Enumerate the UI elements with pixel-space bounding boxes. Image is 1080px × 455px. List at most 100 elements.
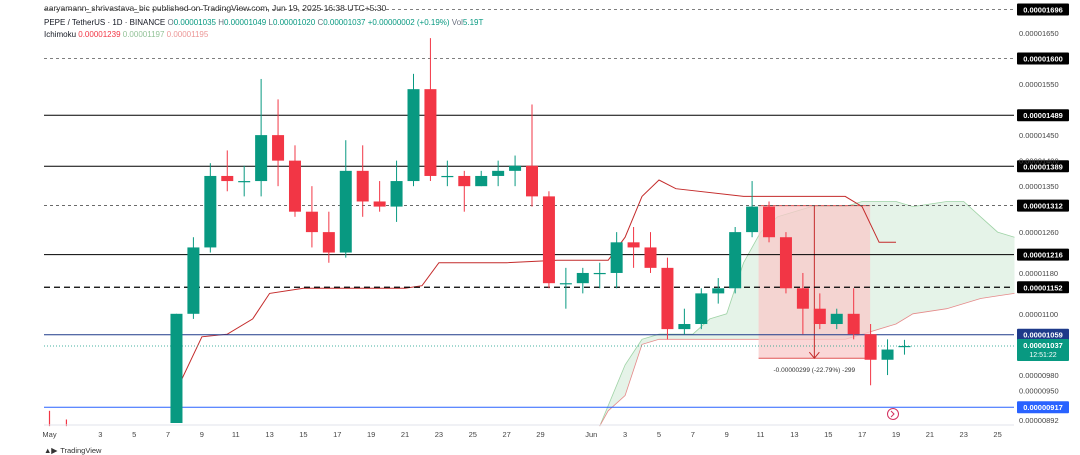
x-tick-label: 27 (502, 430, 510, 439)
x-tick-label: 15 (299, 430, 307, 439)
candle-body[interactable] (356, 170, 369, 202)
candle-body[interactable] (390, 181, 403, 207)
low-label: L (268, 18, 273, 27)
candle-body[interactable] (779, 237, 792, 289)
level-label-5: 0.00001312 (1023, 202, 1063, 211)
candle-body[interactable] (339, 170, 352, 253)
ichimoku-legend[interactable]: Ichimoku 0.00001239 0.00001197 0.0000119… (44, 30, 208, 39)
y-tick-label: 0.00000950 (1019, 386, 1059, 395)
candle-body[interactable] (627, 242, 640, 248)
y-tick-label: 0.00000980 (1019, 371, 1059, 380)
candle-body[interactable] (204, 175, 217, 248)
current-price-label: 0.00001037 (1023, 341, 1063, 350)
x-tick-label: 23 (435, 430, 443, 439)
ichimoku-base-line (176, 179, 896, 391)
candle-body[interactable] (526, 165, 539, 197)
candle-body[interactable] (288, 160, 301, 212)
candle-body[interactable] (238, 181, 251, 183)
candle-body[interactable] (221, 175, 234, 182)
y-tick-label: 0.00001450 (1019, 131, 1059, 140)
close-value: 0.00001037 (323, 18, 366, 27)
x-tick-label: 5 (657, 430, 661, 439)
x-tick-label: 13 (790, 430, 798, 439)
level-label-9: 0.00000917 (1023, 403, 1063, 412)
candle-body[interactable] (322, 232, 335, 253)
candle-body[interactable] (678, 324, 691, 330)
open-value: 0.00001035 (173, 18, 216, 27)
level-label-box-2 (1017, 52, 1069, 65)
x-tick-label: 17 (858, 430, 866, 439)
candle-body[interactable] (187, 247, 200, 314)
candle-body[interactable] (746, 206, 759, 233)
candle-body[interactable] (729, 232, 742, 289)
level-label-6: 0.00001216 (1023, 251, 1063, 260)
x-tick-label: 15 (824, 430, 832, 439)
x-tick-label: 25 (993, 430, 1001, 439)
x-tick-label: 29 (536, 430, 544, 439)
candle-body[interactable] (695, 293, 708, 325)
x-tick-label: 7 (166, 430, 170, 439)
x-tick-label: 17 (333, 430, 341, 439)
x-tick-label: 23 (960, 430, 968, 439)
candle-body[interactable] (407, 89, 420, 182)
x-tick-label: 19 (367, 430, 375, 439)
candle-body[interactable] (373, 201, 386, 207)
candle-body[interactable] (576, 272, 589, 284)
level-label-box-1 (1017, 3, 1069, 16)
x-tick-label: 21 (401, 430, 409, 439)
candle-body[interactable] (847, 313, 860, 335)
level-label-1: 0.00001696 (1023, 6, 1063, 15)
candle-body[interactable] (813, 308, 826, 325)
x-tick-label: May (42, 430, 56, 439)
candle-body[interactable] (864, 334, 877, 360)
candle-body[interactable] (542, 196, 555, 284)
candle-body[interactable] (170, 313, 183, 423)
candle-body[interactable] (458, 175, 471, 187)
y-tick-label: 0.00001180 (1019, 269, 1058, 278)
replay-icon-arrow (890, 410, 895, 418)
candle-body[interactable] (475, 175, 488, 187)
candle-body[interactable] (898, 345, 911, 348)
replay-icon[interactable] (887, 408, 899, 420)
candle-body[interactable] (424, 89, 437, 176)
x-tick-label: 9 (200, 430, 204, 439)
x-tick-label: 13 (265, 430, 273, 439)
candle-body[interactable] (255, 135, 268, 182)
symbol-label[interactable]: PEPE / TetherUS · 1D · BINANCE (44, 18, 166, 27)
candle-body[interactable] (712, 288, 725, 294)
ohlc-legend: PEPE / TetherUS · 1D · BINANCE O0.000010… (44, 18, 483, 27)
x-tick-label: 3 (98, 430, 102, 439)
x-tick-label: 11 (757, 430, 765, 439)
candle-body[interactable] (593, 272, 606, 275)
candle-body[interactable] (559, 283, 572, 285)
candle-body[interactable] (661, 267, 674, 330)
ichimoku-value-2: 0.00001197 (122, 30, 165, 39)
x-tick-label: 21 (926, 430, 934, 439)
candle-body[interactable] (272, 135, 285, 161)
level-label-box-5 (1017, 199, 1069, 212)
countdown-label: 12:51:22 (1029, 352, 1056, 359)
candle-body[interactable] (610, 242, 623, 273)
candle-body[interactable] (305, 211, 318, 233)
tradingview-logo-icon: ▲▶ (44, 446, 58, 455)
candle-body[interactable] (644, 247, 657, 268)
publisher-line: aaryamann_shrivastava_bic published on T… (44, 3, 387, 13)
candle-body[interactable] (796, 288, 809, 309)
candle-body[interactable] (509, 165, 522, 171)
volume-label: Vol (451, 18, 463, 27)
candle-body[interactable] (830, 313, 843, 325)
candle-body[interactable] (492, 170, 505, 176)
y-tick-label: 0.00001100 (1019, 310, 1058, 319)
high-label: H (218, 18, 224, 27)
level-label-box-3 (1017, 109, 1069, 122)
x-tick-label: 5 (132, 430, 136, 439)
candle-body[interactable] (881, 349, 894, 360)
low-value: 0.00001020 (272, 18, 316, 27)
tradingview-logo[interactable]: ▲▶ TradingView (44, 446, 101, 455)
x-tick-label: 11 (232, 430, 240, 439)
y-tick-label: 0.00001350 (1019, 182, 1059, 191)
candle-body[interactable] (441, 175, 454, 178)
candle-body[interactable] (763, 206, 776, 238)
y-tick-label: 0.00001260 (1019, 228, 1059, 237)
